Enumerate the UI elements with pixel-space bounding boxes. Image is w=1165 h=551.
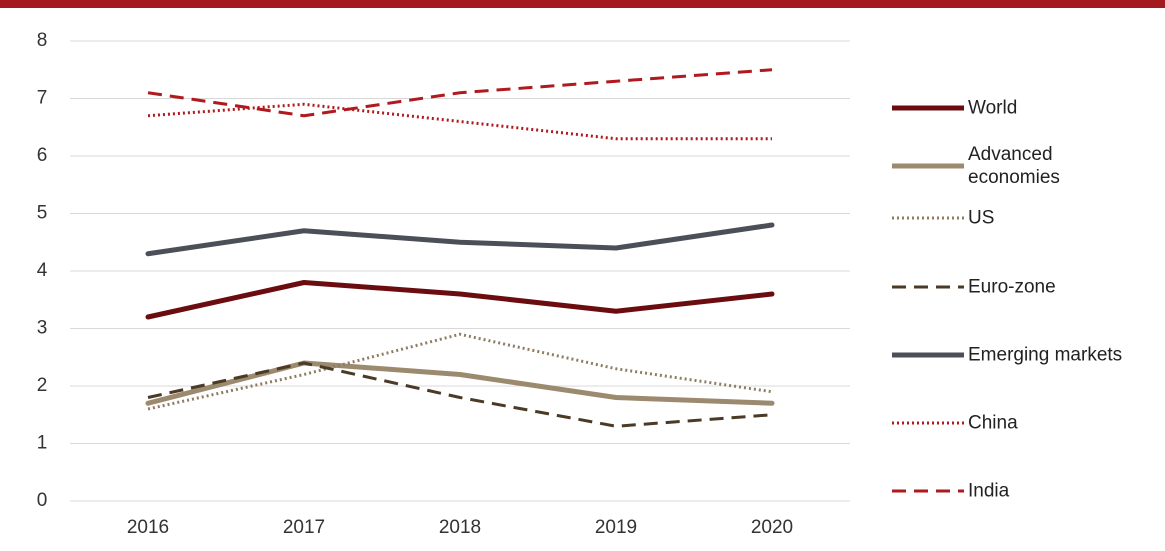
series-line <box>147 361 773 428</box>
legend-label: US <box>968 207 995 229</box>
y-tick-label: 4 <box>37 260 48 281</box>
y-tick-label: 8 <box>37 30 48 51</box>
x-tick-label: 2017 <box>283 517 325 538</box>
x-tick-label: 2018 <box>439 517 481 538</box>
y-tick-label: 2 <box>37 375 48 396</box>
series-line <box>147 102 772 141</box>
legend-label: China <box>968 412 1018 434</box>
y-tick-label: 3 <box>37 318 48 339</box>
y-tick-label: 5 <box>37 203 48 224</box>
y-tick-label: 6 <box>37 145 48 166</box>
series-line <box>145 280 775 320</box>
series-line <box>145 222 775 257</box>
legend-label: Advanced economies <box>968 144 1060 188</box>
x-tick-label: 2020 <box>751 517 793 538</box>
x-tick-label: 2019 <box>595 517 637 538</box>
series-line <box>145 360 775 406</box>
legend-label: Emerging markets <box>968 344 1123 366</box>
top-bar <box>0 0 1165 8</box>
legend-label: Euro-zone <box>968 276 1056 298</box>
series-line <box>147 68 773 118</box>
y-tick-label: 1 <box>37 433 48 454</box>
y-tick-label: 7 <box>37 88 48 109</box>
x-tick-label: 2016 <box>127 517 169 538</box>
legend-label: India <box>968 480 1010 502</box>
legend-label: World <box>968 97 1018 119</box>
series-line <box>147 332 773 411</box>
y-tick-label: 0 <box>37 490 48 511</box>
